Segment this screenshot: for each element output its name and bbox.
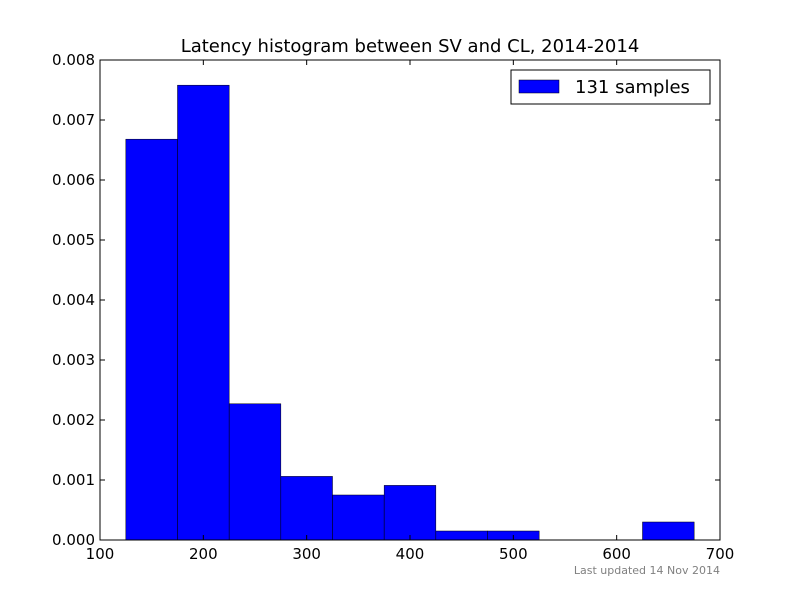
- x-axis: 100 200 300 400 500 600 700: [86, 60, 735, 563]
- y-tick-label-8: 0.008: [52, 51, 95, 69]
- last-updated-note: Last updated 14 Nov 2014: [574, 564, 720, 577]
- histogram-bar-3: [280, 476, 333, 541]
- histogram-bar-0: [125, 138, 178, 541]
- legend-label: 131 samples: [575, 77, 690, 98]
- histogram-bar-6: [435, 530, 488, 541]
- x-tick-label-5: 600: [602, 545, 631, 563]
- x-tick-label-6: 700: [706, 545, 735, 563]
- x-tick-label-4: 500: [499, 545, 528, 563]
- y-tick-label-7: 0.007: [52, 111, 95, 129]
- y-tick-label-3: 0.003: [52, 351, 95, 369]
- histogram-bar-1: [177, 84, 230, 541]
- y-tick-label-6: 0.006: [52, 171, 95, 189]
- legend-box: [510, 69, 711, 105]
- legend: 131 samples: [510, 69, 711, 105]
- bars: [125, 84, 695, 541]
- legend-swatch: [518, 79, 560, 94]
- y-axis: 0.000 0.001 0.002 0.003 0.004 0.005 0.006 0.007…: [52, 51, 720, 549]
- x-tick-label-3: 400: [396, 545, 425, 563]
- y-tick-label-0: 0.000: [52, 531, 95, 549]
- x-tick-label-0: 100: [86, 545, 115, 563]
- y-tick-label-5: 0.005: [52, 231, 95, 249]
- x-tick-label-2: 300: [292, 545, 321, 563]
- y-tick-label-4: 0.004: [52, 291, 95, 309]
- x-tick-label-1: 200: [189, 545, 218, 563]
- histogram-bar-2: [228, 403, 282, 541]
- y-tick-label-1: 0.001: [52, 471, 95, 489]
- chart-title: Latency histogram between SV and CL, 201…: [181, 36, 640, 57]
- histogram-bar-10: [642, 521, 695, 541]
- y-tick-label-2: 0.002: [52, 411, 95, 429]
- histogram-bar-5: [383, 485, 437, 541]
- histogram-bar-4: [332, 494, 385, 541]
